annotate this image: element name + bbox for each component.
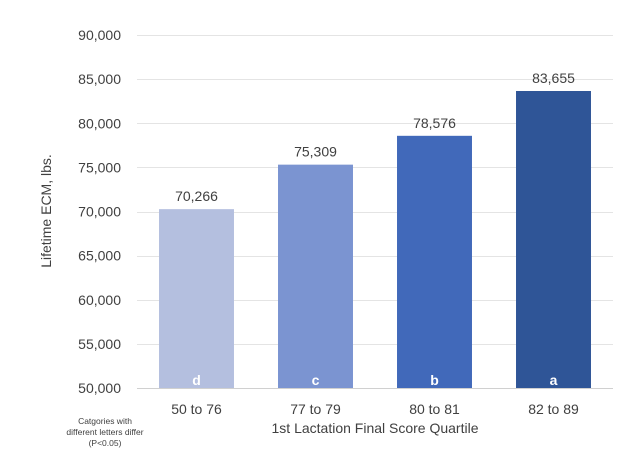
y-tick-label: 65,000 (78, 248, 121, 264)
footnote-line-3: (P<0.05) (88, 438, 122, 448)
y-tick-label: 85,000 (78, 71, 121, 87)
y-tick-label: 70,000 (78, 204, 121, 220)
x-axis-ticks: 50 to 76 77 to 79 80 to 81 82 to 89 (171, 401, 579, 417)
data-label: 70,266 (175, 188, 218, 204)
data-label: 83,655 (532, 70, 575, 86)
x-tick-label: 77 to 79 (290, 401, 341, 417)
significance-footnote: Catgories with different letters differ … (60, 416, 150, 449)
bar (516, 90, 591, 388)
bar (159, 209, 234, 388)
y-tick-label: 55,000 (78, 336, 121, 352)
data-label: 75,309 (294, 144, 337, 160)
data-labels: 70,266 d 75,309 c 78,576 b 83,655 a (175, 70, 575, 388)
data-label: 78,576 (413, 115, 456, 131)
x-tick-label: 50 to 76 (171, 401, 222, 417)
x-tick-label: 82 to 89 (528, 401, 579, 417)
bar (397, 135, 472, 388)
y-tick-label: 60,000 (78, 292, 121, 308)
significance-letter: c (312, 372, 320, 388)
x-axis-title: 1st Lactation Final Score Quartile (272, 420, 479, 436)
y-tick-label: 75,000 (78, 159, 121, 175)
significance-letter: a (550, 372, 558, 388)
bars (159, 90, 591, 388)
footnote-line-1: Catgories with (78, 416, 132, 426)
y-tick-label: 50,000 (78, 380, 121, 396)
footnote-line-2: different letters differ (66, 427, 144, 437)
x-tick-label: 80 to 81 (409, 401, 460, 417)
y-axis-title: Lifetime ECM, lbs. (38, 154, 54, 268)
y-axis-ticks: 50,000 55,000 60,000 65,000 70,000 75,000 80,0… (78, 27, 121, 396)
significance-letter: b (430, 372, 439, 388)
significance-letter: d (192, 372, 201, 388)
y-tick-label: 80,000 (78, 115, 121, 131)
bar (278, 164, 353, 388)
y-tick-label: 90,000 (78, 27, 121, 43)
